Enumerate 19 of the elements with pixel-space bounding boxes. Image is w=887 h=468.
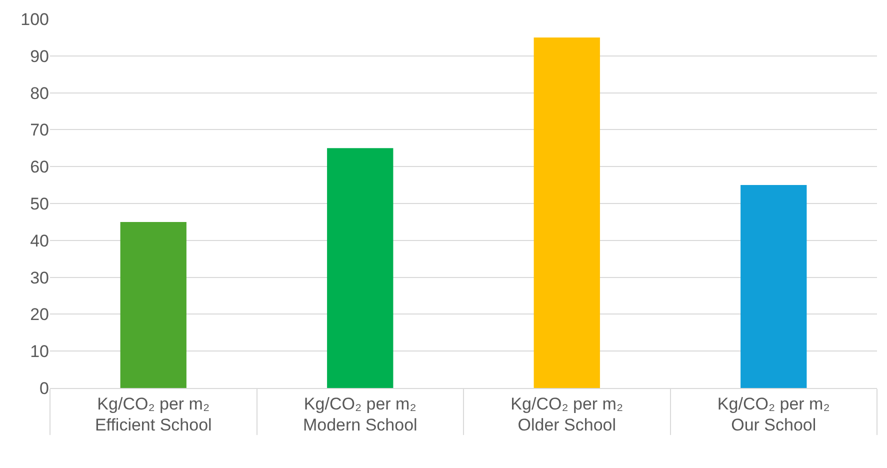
y-tick-label: 60 [30,158,49,177]
bar [534,37,600,388]
category-label: Kg/CO₂ per m₂ Our School [717,394,830,434]
bar [120,222,186,388]
y-tick-label: 80 [30,84,49,103]
y-tick-label: 20 [30,305,49,324]
y-tick-label: 40 [30,231,49,250]
y-tick-label: 90 [30,46,49,66]
y-tick-label: 70 [30,120,49,140]
category-label: Kg/CO₂ per m₂ Older School [510,394,624,434]
bar [740,185,807,388]
y-tick-label: 10 [30,342,49,362]
y-tick-label: 30 [30,268,49,288]
y-tick-label: 0 [40,378,49,398]
category-label: Kg/CO₂ per m₂ Efficient School [94,394,212,434]
bar [327,148,394,388]
y-tick-label: 100 [20,10,49,29]
category-label: Kg/CO₂ per m₂ Modern School [302,394,418,434]
y-tick-label: 50 [30,194,49,214]
